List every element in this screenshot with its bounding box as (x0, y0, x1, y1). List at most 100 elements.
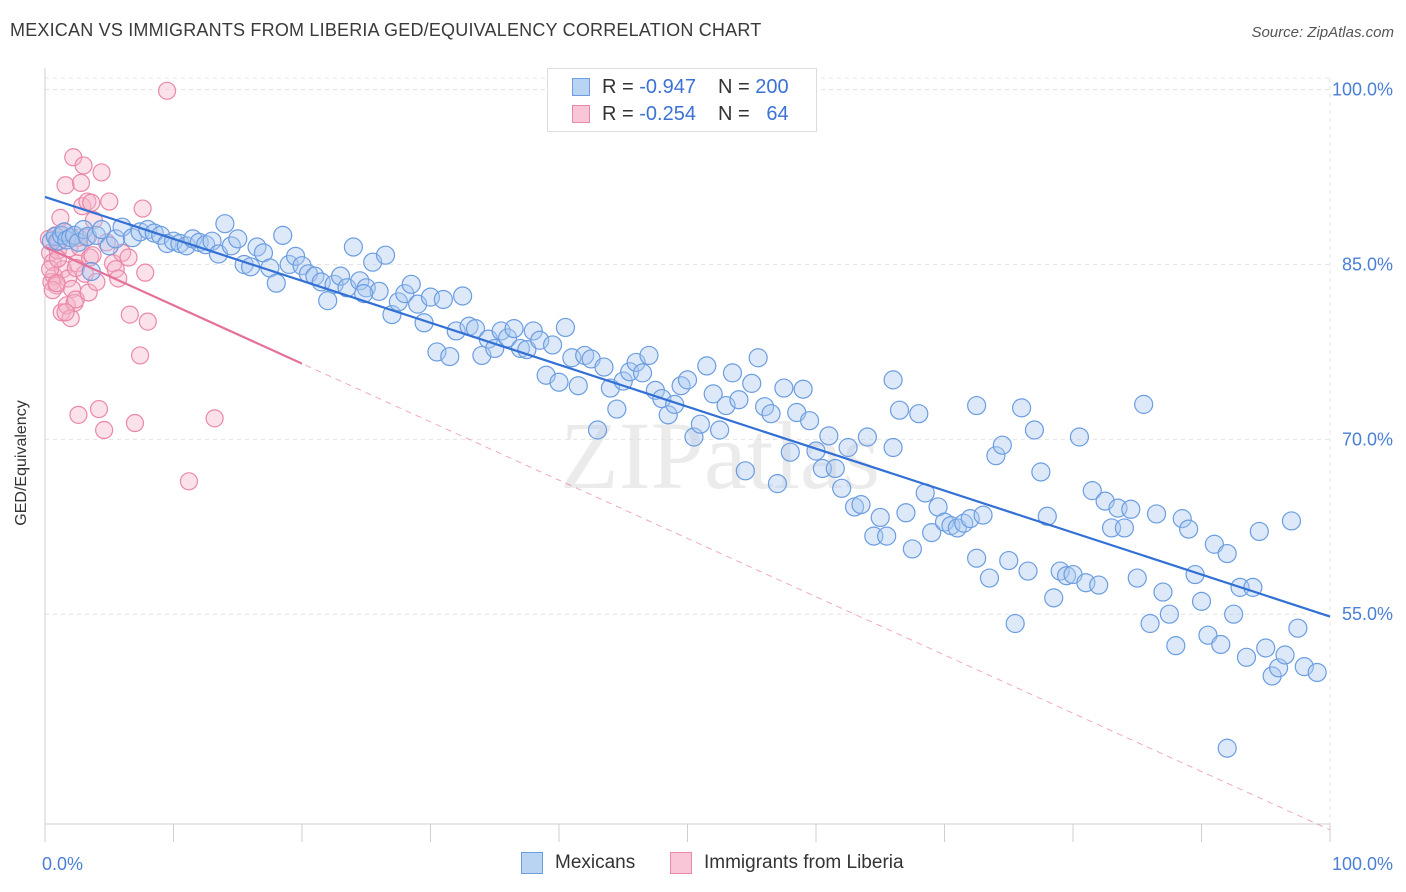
legend-r-label: R = (602, 75, 634, 98)
data-point-mexicans (857, 427, 878, 447)
data-point-liberia (74, 156, 93, 175)
data-point-liberia (179, 472, 199, 491)
data-point-mexicans (722, 363, 743, 383)
data-point-mexicans (1256, 638, 1276, 658)
legend-r-value: -0.254 (639, 102, 696, 125)
data-point-mexicans (330, 266, 351, 286)
data-point-mexicans (1011, 398, 1032, 418)
data-point-liberia (56, 303, 75, 322)
legend-label-mexicans: Mexicans (555, 852, 636, 873)
data-point-mexicans (1159, 604, 1179, 624)
data-point-mexicans (343, 237, 363, 257)
legend-r-label: R = (602, 102, 634, 125)
data-point-mexicans (710, 420, 730, 440)
data-point-liberia (47, 274, 66, 293)
data-point-liberia (133, 199, 152, 218)
data-point-mexicans (922, 522, 942, 543)
data-point-liberia (119, 248, 138, 267)
data-point-mexicans (780, 442, 800, 462)
data-point-mexicans (703, 384, 723, 404)
chart-title: MEXICAN VS IMMIGRANTS FROM LIBERIA GED/E… (10, 20, 762, 40)
data-point-mexicans (517, 339, 537, 360)
data-point-liberia (125, 413, 145, 433)
data-point-mexicans (587, 420, 608, 440)
legend-n-value: 64 (766, 102, 789, 125)
data-point-mexicans (266, 273, 286, 293)
liberia-points (39, 81, 224, 491)
data-point-mexicans (1217, 543, 1237, 564)
data-point-mexicans (1114, 518, 1135, 538)
data-point-mexicans (967, 395, 987, 416)
x-tick-label: 100.0% (1332, 854, 1393, 874)
data-point-mexicans (594, 357, 614, 377)
trend-line-liberia (44, 246, 303, 365)
data-point-mexicans (1069, 427, 1090, 447)
data-point-liberia (69, 405, 88, 424)
data-point-mexicans (986, 446, 1006, 466)
data-point-mexicans (354, 284, 374, 304)
data-point-mexicans (1224, 604, 1244, 624)
data-point-mexicans (838, 437, 858, 458)
data-point-mexicans (697, 356, 717, 376)
data-point-mexicans (1146, 504, 1167, 524)
data-point-mexicans (883, 370, 903, 390)
data-point-mexicans (1198, 625, 1218, 645)
data-point-mexicans (774, 378, 794, 398)
data-point-mexicans (1204, 534, 1224, 554)
y-tick-label: 100.0% (1332, 80, 1393, 100)
data-point-liberia (71, 173, 91, 193)
data-point-liberia (82, 193, 101, 212)
data-point-liberia (61, 309, 80, 328)
data-point-mexicans (870, 507, 890, 528)
data-point-mexicans (1211, 634, 1231, 655)
data-point-liberia (100, 192, 119, 211)
data-point-mexicans (999, 550, 1019, 571)
data-point-mexicans (91, 219, 112, 240)
data-point-liberia (83, 246, 102, 265)
legend-item-mexicans: Mexicans (521, 852, 635, 874)
data-point-liberia (87, 272, 106, 292)
data-point-mexicans (979, 568, 1000, 588)
data-point-mexicans (568, 376, 588, 396)
source-text: Source: ZipAtlas.com (1251, 24, 1394, 41)
data-point-mexicans (851, 495, 871, 515)
legend-swatch-blue (521, 852, 543, 874)
legend-row-liberia: R = -0.254 N = 64 (572, 101, 789, 127)
data-point-mexicans (1031, 462, 1051, 482)
data-point-mexicans (742, 373, 762, 393)
data-point-mexicans (1018, 561, 1038, 581)
data-point-mexicans (1082, 481, 1102, 501)
correlation-legend: R = -0.947 N = 200 R = -0.254 N = 64 (547, 68, 817, 132)
legend-row-mexicans: R = -0.947 N = 200 (572, 74, 789, 100)
data-point-mexicans (607, 399, 627, 419)
data-point-mexicans (1236, 647, 1257, 667)
data-point-liberia (120, 305, 139, 324)
data-point-mexicans (1217, 738, 1237, 758)
data-point-mexicans (735, 461, 755, 481)
data-point-mexicans (799, 411, 820, 431)
data-point-liberia (80, 248, 100, 267)
data-point-mexicans (215, 214, 235, 234)
data-point-mexicans (485, 338, 505, 359)
data-point-mexicans (748, 348, 768, 368)
data-point-mexicans (1134, 394, 1154, 414)
data-point-mexicans (613, 371, 633, 391)
legend-r-value: -0.947 (639, 75, 696, 98)
data-point-mexicans (273, 225, 293, 245)
data-point-mexicans (1056, 566, 1077, 586)
data-point-mexicans (542, 335, 563, 355)
legend-n-label: N = (717, 102, 750, 125)
data-point-mexicans (1140, 613, 1160, 634)
legend-item-liberia: Immigrants from Liberia (670, 852, 904, 874)
data-point-mexicans (690, 414, 710, 434)
data-point-mexicans (523, 321, 543, 341)
data-point-mexicans (767, 474, 788, 494)
data-point-mexicans (729, 390, 749, 410)
legend-n-value: 200 (755, 75, 789, 98)
data-point-mexicans (1024, 420, 1045, 440)
data-point-mexicans (1153, 582, 1173, 602)
data-point-mexicans (318, 291, 338, 311)
legend-swatch-pink (572, 105, 590, 123)
legend-swatch-blue (572, 78, 590, 96)
